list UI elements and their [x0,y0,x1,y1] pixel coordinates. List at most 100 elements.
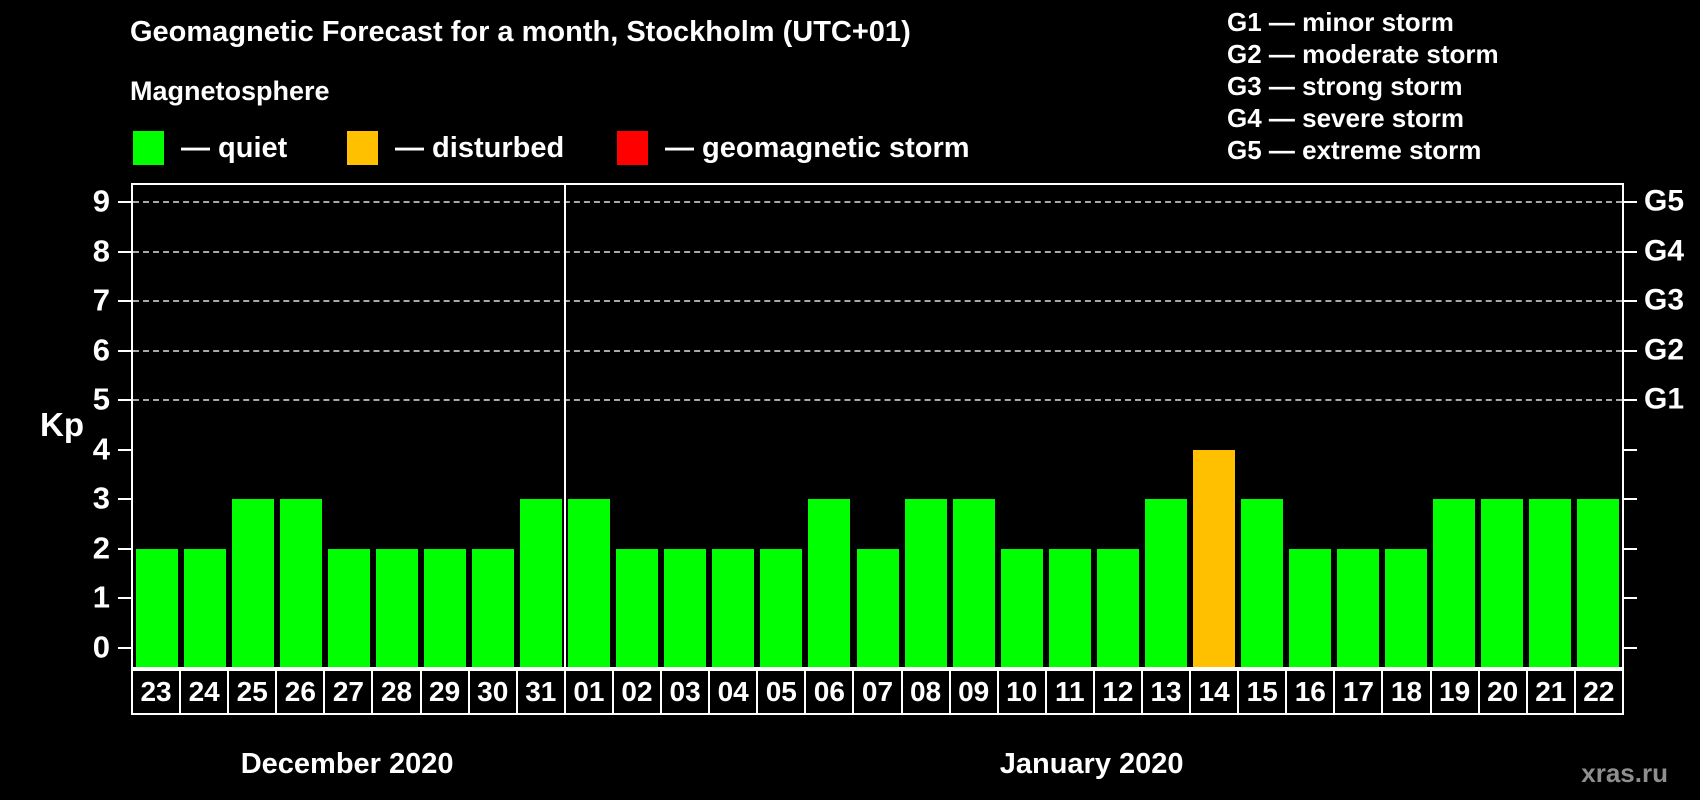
y-tick-right-5 [1624,399,1637,402]
date-cell-18: 18 [1381,669,1432,715]
kp-bar-day-27 [328,548,371,667]
kp-bar-day-18 [1384,548,1427,667]
y-tick-left-5 [118,399,131,402]
date-cell-21: 21 [1525,669,1576,715]
date-cell-29: 29 [419,669,470,715]
date-cell-09: 09 [948,669,999,715]
kp-bar-day-26 [280,499,323,667]
legend-item-storm: — geomagnetic storm [617,131,970,165]
quiet-color-swatch [133,131,164,165]
date-cell-17: 17 [1333,669,1384,715]
y-tick-label-5: 5 [92,381,110,417]
legend-item-quiet: — quiet [133,131,287,165]
date-cell-03: 03 [660,669,711,715]
g-legend-line-4: G4 — severe storm [1227,103,1465,133]
g-legend-line-5: G5 — extreme storm [1227,135,1482,165]
kp-bar-day-19 [1432,499,1475,667]
date-cell-23: 23 [131,669,182,715]
kp-bar-day-14 [1192,449,1235,667]
kp-bar-day-24 [184,548,227,667]
g-scale-legend: G1 — minor storm G2 — moderate storm G3 — … [1227,6,1499,166]
date-cell-12: 12 [1092,669,1143,715]
kp-bar-day-17 [1336,548,1379,667]
kp-bar-day-28 [376,548,419,667]
y-tick-right-9 [1624,200,1637,203]
kp-bar-day-30 [472,548,515,667]
y-tick-left-4 [118,448,131,451]
y-tick-label-6: 6 [92,331,110,367]
y-tick-label-4: 4 [92,431,110,467]
plot-area [131,183,1624,669]
kp-bar-day-16 [1288,548,1331,667]
g-legend-line-2: G2 — moderate storm [1227,39,1499,69]
legend-item-label: — disturbed [395,131,565,164]
date-cell-20: 20 [1477,669,1528,715]
gridline-kp5 [133,399,1622,402]
date-cell-04: 04 [708,669,759,715]
g-scale-label-G1: G1 [1644,382,1685,416]
kp-bar-day-12 [1096,548,1139,667]
y-tick-label-0: 0 [92,629,110,665]
gridline-kp7 [133,300,1622,303]
kp-bar-day-20 [1480,499,1523,667]
gridline-kp6 [133,349,1622,352]
y-tick-right-7 [1624,300,1637,303]
month-label-1: January 2020 [999,748,1184,780]
magnetosphere-legend-title: Magnetosphere [130,76,330,106]
y-tick-left-0 [118,647,131,649]
month-separator-line [564,185,567,667]
date-cell-30: 30 [467,669,518,715]
kp-bar-day-10 [1000,548,1043,667]
kp-bar-day-29 [424,548,467,667]
y-tick-left-7 [118,300,131,303]
legend-item-label: — geomagnetic storm [665,131,970,164]
date-cell-22: 22 [1573,669,1624,715]
gridline-kp8 [133,250,1622,253]
y-tick-label-3: 3 [92,480,110,516]
disturbed-color-swatch [347,131,378,165]
date-cell-19: 19 [1429,669,1480,715]
date-cell-07: 07 [852,669,903,715]
month-label-0: December 2020 [240,748,454,780]
date-cell-02: 02 [611,669,663,715]
y-tick-left-8 [118,250,131,253]
storm-color-swatch [617,131,648,165]
date-cell-27: 27 [323,669,374,715]
date-cell-24: 24 [179,669,230,715]
kp-bar-day-11 [1048,548,1091,667]
date-cell-13: 13 [1140,669,1192,715]
kp-bar-day-02 [616,548,659,667]
date-cell-06: 06 [804,669,855,715]
y-tick-left-3 [118,498,131,501]
g-legend-line-1: G1 — minor storm [1227,7,1454,37]
y-tick-right-6 [1624,349,1637,352]
kp-bar-day-25 [232,499,275,667]
kp-bar-day-01 [568,499,611,667]
y-tick-label-8: 8 [92,232,110,268]
y-tick-label-2: 2 [92,530,110,566]
y-tick-right-0 [1624,647,1637,649]
y-tick-label-7: 7 [92,282,110,318]
gridline-kp9 [133,200,1622,203]
date-cell-10: 10 [996,669,1047,715]
date-cell-28: 28 [371,669,422,715]
watermark: xras.ru [1581,758,1668,788]
y-axis-label: Kp [40,406,84,443]
kp-bar-day-07 [856,548,899,667]
y-tick-left-1 [118,597,131,600]
kp-bar-day-31 [520,499,563,667]
y-tick-right-8 [1624,250,1637,253]
y-tick-right-1 [1624,597,1637,600]
y-tick-left-6 [118,349,131,352]
date-cell-11: 11 [1044,669,1095,715]
kp-bar-day-09 [952,499,995,667]
legend-item-label: — quiet [181,131,288,164]
y-tick-left-9 [118,200,131,203]
y-tick-label-9: 9 [92,183,110,219]
date-cell-01: 01 [563,669,614,715]
date-cell-08: 08 [900,669,951,715]
chart-title: Geomagnetic Forecast for a month, Stockh… [130,16,911,48]
y-tick-right-2 [1624,547,1637,550]
kp-bar-day-13 [1144,499,1187,667]
